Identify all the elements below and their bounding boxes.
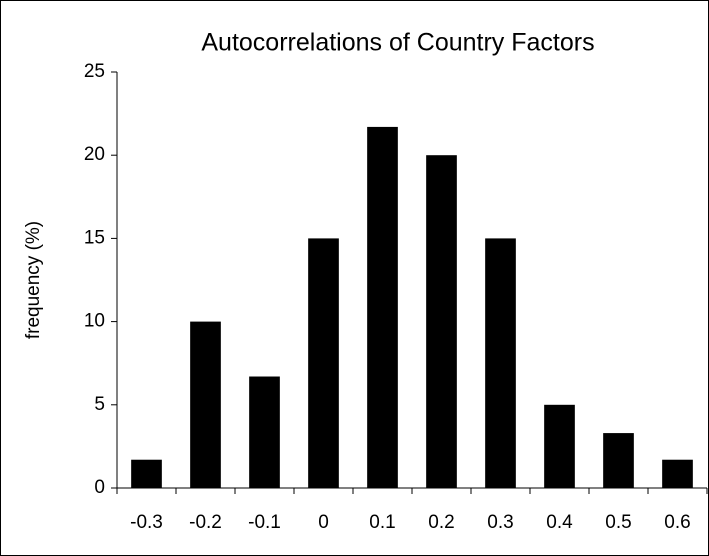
x-tick-label: 0.6 — [664, 512, 690, 533]
x-tick-label: 0.5 — [605, 512, 631, 533]
bar — [190, 321, 221, 488]
y-axis-label: frequency (%) — [23, 221, 44, 339]
bar — [131, 459, 162, 488]
y-tick-label: 20 — [84, 144, 105, 165]
chart-title: Autocorrelations of Country Factors — [201, 29, 594, 57]
bar — [662, 459, 693, 488]
x-tick-label: -0.3 — [130, 512, 163, 533]
x-tick-label: 0.2 — [428, 512, 454, 533]
bar — [249, 376, 280, 488]
bar — [426, 155, 457, 488]
x-tick-label: 0.4 — [546, 512, 573, 533]
y-tick-label: 25 — [84, 61, 105, 82]
y-tick-label: 5 — [94, 394, 105, 415]
x-tick-label: 0.3 — [487, 512, 513, 533]
y-tick-label: 0 — [94, 477, 105, 498]
bar — [544, 404, 575, 488]
bar — [367, 126, 398, 489]
x-tick-label: 0 — [318, 512, 329, 533]
bar — [308, 238, 339, 488]
y-tick-label: 15 — [84, 227, 105, 248]
x-tick-label: -0.1 — [248, 512, 281, 533]
x-tick-label: 0.1 — [369, 512, 395, 533]
bar — [603, 433, 634, 488]
y-tick-label: 10 — [84, 311, 105, 332]
x-tick-label: -0.2 — [189, 512, 222, 533]
bar — [485, 238, 516, 488]
